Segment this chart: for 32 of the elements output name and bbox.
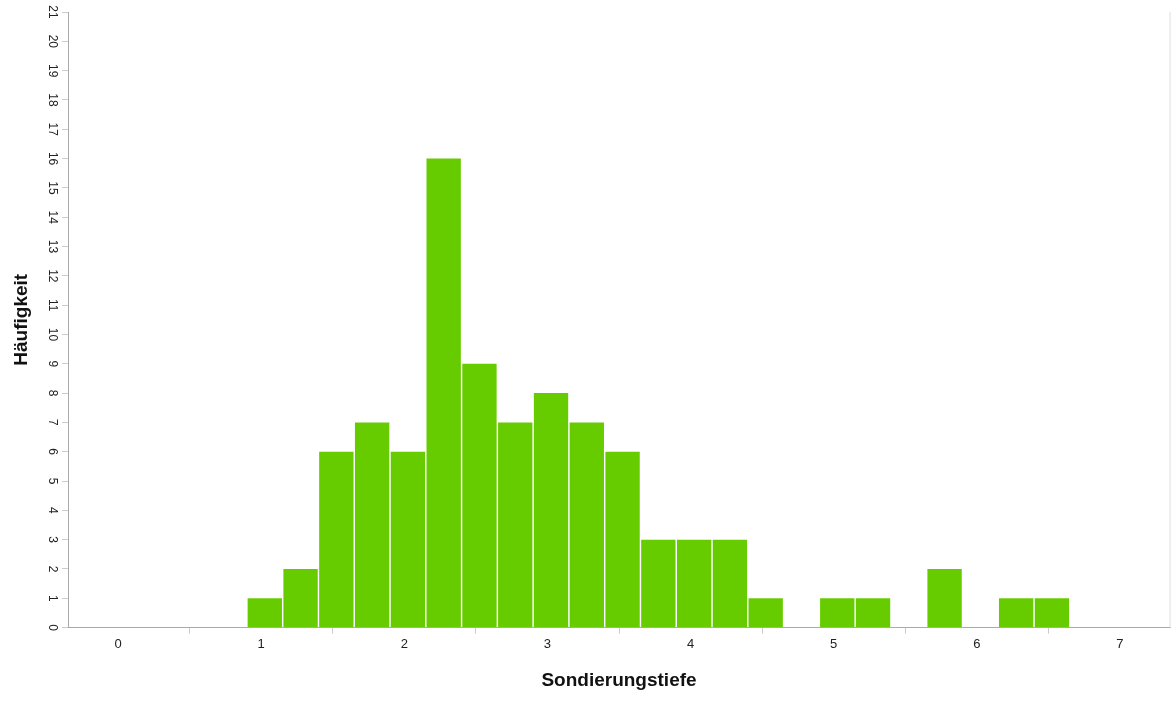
y-tick-label: 18 — [45, 93, 60, 107]
y-tick-label: 7 — [45, 419, 60, 427]
x-tick-label: 0 — [114, 635, 122, 651]
y-tick-label: 5 — [45, 477, 60, 485]
y-tick-label: 3 — [45, 536, 60, 544]
y-tick-label: 10 — [45, 327, 60, 342]
x-tick-label: 4 — [686, 635, 695, 651]
y-tick-label: 9 — [45, 360, 60, 368]
y-tick-label: 16 — [45, 151, 60, 166]
y-tick-label: 12 — [45, 269, 60, 283]
y-tick-label: 8 — [45, 389, 60, 397]
y-tick-label: 13 — [45, 239, 60, 254]
y-tick-label: 19 — [45, 63, 60, 78]
x-tick-label: 7 — [1116, 635, 1124, 651]
y-tick-label: 21 — [45, 5, 60, 19]
x-axis-title: Sondierungstiefe — [541, 668, 697, 690]
x-tick-label: 1 — [257, 635, 265, 651]
x-tick-label: 6 — [973, 635, 981, 651]
x-tick-label: 3 — [543, 635, 552, 651]
y-tick-label: 0 — [45, 624, 60, 632]
y-axis-title: Häufigkeit — [9, 273, 31, 366]
y-tick-label: 11 — [45, 298, 60, 312]
y-tick-label: 20 — [45, 34, 60, 49]
y-tick-label: 1 — [45, 594, 60, 602]
y-tick-label: 4 — [45, 507, 60, 514]
x-tick-label: 5 — [830, 635, 838, 651]
x-tick-label: 2 — [400, 635, 408, 651]
y-tick-label: 15 — [45, 181, 60, 195]
y-tick-label: 6 — [45, 448, 60, 456]
y-tick-label: 17 — [45, 122, 60, 137]
y-tick-label: 14 — [45, 210, 60, 225]
y-tick-label: 2 — [45, 565, 60, 573]
